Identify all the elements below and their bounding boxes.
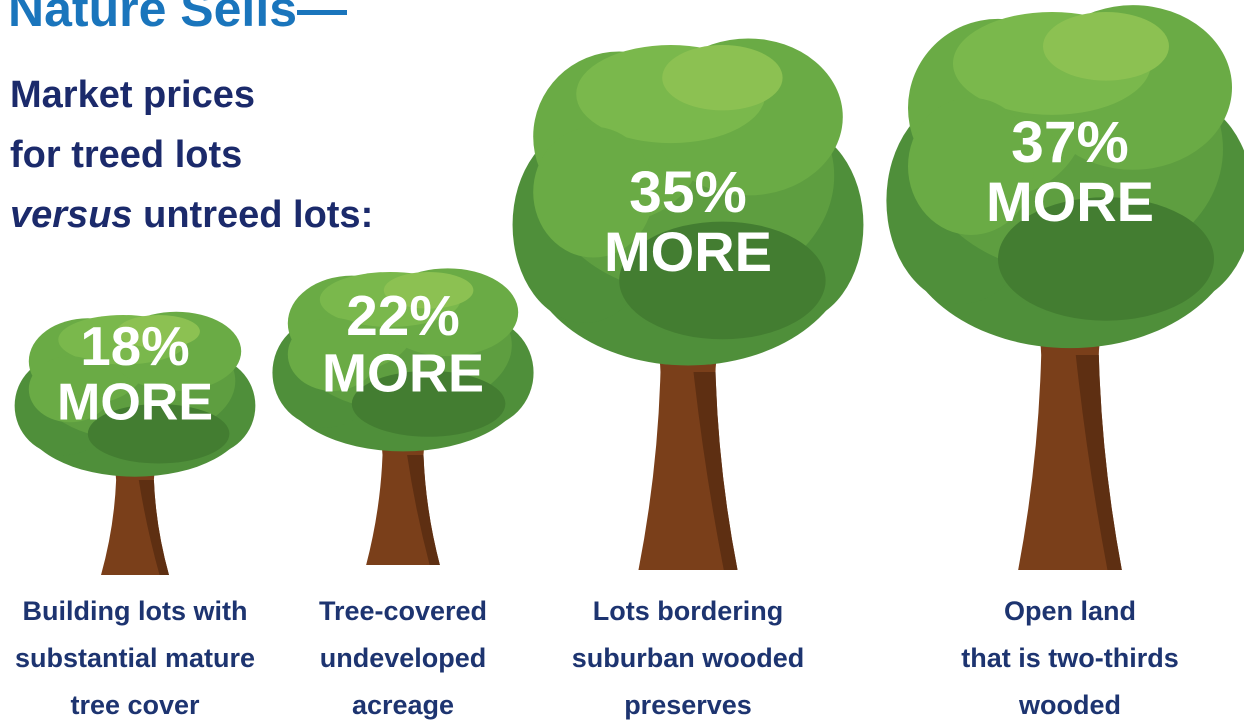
tree-value: 37% (1011, 110, 1129, 175)
caption: preserves (624, 690, 752, 720)
infographic: Nature Sells— Market prices for treed lo… (0, 0, 1244, 721)
tree-word: MORE (322, 344, 484, 404)
caption: acreage (352, 690, 454, 720)
tree-value: 18% (80, 316, 189, 377)
title: Nature Sells— (8, 0, 347, 37)
caption: Open land (1004, 596, 1136, 626)
subtitle-emphasis: versus (10, 194, 133, 236)
canopy (1043, 12, 1169, 81)
subtitle-line: versus untreed lots: (10, 194, 373, 236)
caption: suburban wooded (572, 643, 805, 673)
tree: 18%MORE Building lots with substantial mat… (15, 312, 256, 720)
caption: Tree-covered (319, 596, 487, 626)
subtitle-line: for treed lots (10, 134, 242, 176)
tree-value: 22% (346, 285, 459, 348)
caption: that is two-thirds (961, 643, 1179, 673)
subtitle-rest: untreed lots: (143, 194, 373, 236)
subtitle-line: Market prices (10, 74, 255, 116)
tree: 37%MORE Open land that is two-thirds wooded (886, 5, 1244, 720)
caption: undeveloped (320, 643, 487, 673)
tree: 22%MORE Tree-covered undeveloped acreage (272, 268, 533, 720)
tree: 35%MORE Lots bordering suburban wooded pres… (513, 38, 864, 720)
tree-value: 35% (629, 160, 747, 225)
canopy (662, 45, 782, 110)
caption: Building lots with (23, 596, 248, 626)
tree-word: MORE (604, 220, 772, 283)
tree-word: MORE (57, 374, 213, 432)
caption: Lots bordering (593, 596, 784, 626)
tree-word: MORE (986, 170, 1154, 233)
caption: wooded (1018, 690, 1121, 720)
caption: substantial mature (15, 643, 255, 673)
caption: tree cover (70, 690, 200, 720)
